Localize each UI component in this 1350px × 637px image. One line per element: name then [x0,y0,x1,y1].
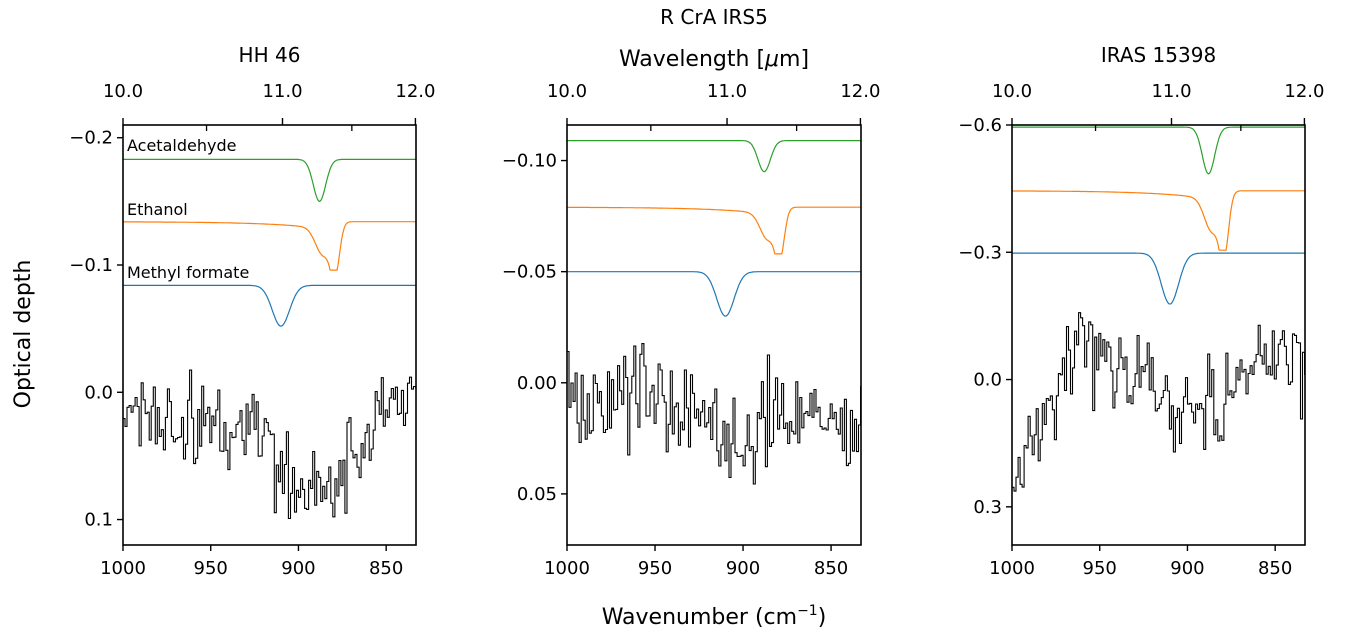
y-tick-label: 0.1 [84,510,113,531]
y-tick-label: −0.3 [958,242,1002,263]
axes-frame [122,124,417,546]
top-tick-label: 10.0 [992,81,1032,102]
x-tick-label: 850 [814,558,848,579]
series-line-ethanol [567,206,861,255]
panel-title: IRAS 15398 [1101,43,1216,67]
panel-title: HH 46 [239,43,301,67]
figure-suptitle: R CrA IRS5 [660,5,768,29]
y-tick-label: −0.05 [502,262,557,283]
y-tick-label: −0.1 [69,255,113,276]
panel-2: 1000 950 900 850 −0.10 −0.05 0.00 0.05 10.0 11.0 1… [502,81,881,579]
series-line-methyl-formate [1012,252,1305,305]
panel-3: IRAS 15398 1000 950 900 850 −0.6 −0.3 0.0 0.3 10.… [958,43,1324,579]
series-line-acetaldehyde [1012,126,1305,175]
x-tick-label: 950 [638,558,672,579]
x-tick-label: 950 [1083,558,1117,579]
series-line-acetaldehyde [123,158,416,203]
y-tick-label: 0.0 [84,382,113,403]
y-tick-label: 0.0 [973,370,1002,391]
top-tick-label: 10.0 [547,81,587,102]
x-tick-label: 850 [1258,558,1292,579]
y-tick-label: −0.10 [502,151,557,172]
top-axis-label: Wavelength [μm] [619,47,809,72]
top-tick-label: 11.0 [707,81,747,102]
x-tick-label: 900 [1170,558,1204,579]
plot-area [123,158,416,520]
series-line-methyl-formate [567,271,861,317]
x-tick-label: 850 [369,558,403,579]
x-tick-label: 950 [194,558,228,579]
x-tick-label: 1000 [989,558,1035,579]
plot-area [1012,126,1305,492]
x-tick-label: 900 [281,558,315,579]
observed-spectrum [567,343,861,485]
top-tick-label: 10.0 [103,81,143,102]
series-line-ethanol [123,221,416,271]
series-line-acetaldehyde [567,140,861,173]
axes-frame [566,124,862,546]
series-label-methyl-formate: Methyl formate [127,263,249,282]
y-tick-label: −0.2 [69,128,113,149]
x-tick-label: 1000 [544,558,590,579]
x-axis-label: Wavenumber (cm−1) [602,603,827,630]
panel-1: HH 46 Methyl formate Ethanol Acetaldehyde 10… [69,43,435,579]
observed-spectrum [123,369,416,520]
top-tick-label: 11.0 [1151,81,1191,102]
plot-area [567,140,861,485]
top-tick-label: 11.0 [262,81,302,102]
x-tick-label: 1000 [100,558,146,579]
y-axis-label: Optical depth [11,260,36,409]
series-label-acetaldehyde: Acetaldehyde [127,136,236,155]
observed-spectrum [1012,312,1305,492]
axes-frame [1011,124,1306,546]
top-tick-label: 12.0 [395,81,435,102]
series-line-methyl-formate [123,284,416,327]
top-tick-label: 12.0 [840,81,880,102]
y-tick-label: −0.6 [958,115,1002,136]
series-label-ethanol: Ethanol [127,200,188,219]
y-tick-label: 0.3 [973,497,1002,518]
x-tick-label: 900 [726,558,760,579]
y-tick-label: 0.05 [517,484,557,505]
y-tick-label: 0.00 [517,373,557,394]
top-tick-label: 12.0 [1284,81,1324,102]
series-line-ethanol [1012,190,1305,251]
